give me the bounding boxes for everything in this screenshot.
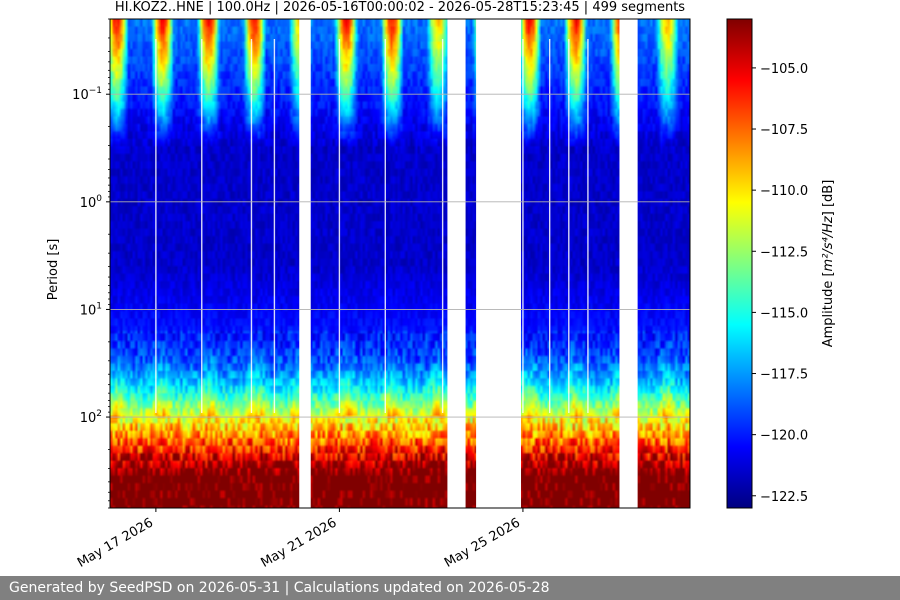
plot-frame: [109, 18, 691, 509]
colorbar-tick-label: −117.5: [760, 368, 808, 383]
data-gap: [447, 19, 466, 508]
data-breaks: [155, 39, 589, 413]
spectrogram-image: [110, 19, 690, 508]
data-gaps: [299, 19, 638, 508]
colorbar-scale: [726, 18, 753, 509]
x-tick-label: May 17 2026: [75, 515, 156, 570]
colorbar-tick-label: −122.5: [760, 490, 808, 505]
y-tick-label: 102: [80, 409, 102, 426]
spectrogram-chart: HI.KOZ2..HNE | 100.0Hz | 2026-05-16T00:0…: [46, 0, 836, 571]
colorbar-tick-label: −115.0: [760, 306, 808, 321]
colorbar-tick-label: −110.0: [760, 184, 808, 199]
colorbar-tick-label: −112.5: [760, 245, 808, 260]
x-tick-label: May 25 2026: [442, 515, 523, 570]
colorbar-label: Amplitude [m²/s⁴/Hz] [dB]: [821, 180, 836, 348]
colorbar-tick-label: −107.5: [760, 123, 808, 138]
y-grid: [110, 93, 690, 418]
plot-area: [110, 19, 690, 508]
x-axis: May 17 2026 May 21 2026 May 25 2026: [75, 508, 524, 571]
colorbar-tick-label: −120.0: [760, 429, 808, 444]
colorbar: −105.0 −107.5 −110.0 −112.5 −115.0 −117.5 −120…: [726, 18, 808, 509]
x-tick-label: May 21 2026: [258, 515, 339, 570]
chart-title: HI.KOZ2..HNE | 100.0Hz | 2026-05-16T00:0…: [115, 0, 685, 15]
data-gap: [299, 19, 311, 508]
data-gap: [619, 19, 638, 508]
data-gap: [476, 19, 522, 508]
y-tick-label: 100: [80, 194, 103, 211]
footer-bar: Generated by SeedPSD on 2026-05-31 | Cal…: [0, 576, 900, 600]
y-tick-label: 101: [80, 301, 102, 318]
y-tick-label: 10−1: [72, 86, 102, 103]
y-axis-label: Period [s]: [46, 239, 61, 301]
y-axis: 10−1 100 101 102: [72, 18, 110, 509]
colorbar-tick-label: −105.0: [760, 62, 808, 77]
